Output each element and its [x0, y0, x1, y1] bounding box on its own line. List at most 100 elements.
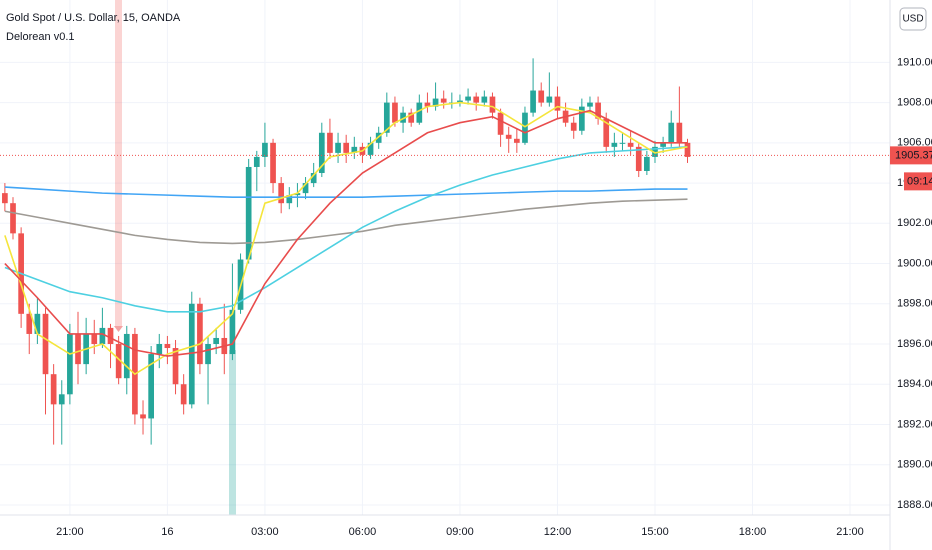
candle-body [668, 122, 675, 143]
moving-average-line [4, 101, 688, 376]
candle-body [188, 303, 195, 405]
candle-body [489, 96, 496, 113]
candle-body [2, 193, 8, 204]
axes: 1888.000 1890.000 1892.000 1894.000 1896.000… [56, 56, 932, 538]
y-tick-label: 1900.000 [897, 257, 932, 269]
moving-average-line [4, 146, 688, 313]
x-tick-label: 21:00 [56, 526, 84, 538]
currency-button[interactable] [899, 7, 927, 31]
y-tick-label: 1894.000 [897, 378, 932, 390]
candle-body [294, 193, 301, 196]
candle-body [148, 354, 154, 419]
signal-arrow [114, 326, 123, 332]
moving-average-line [4, 198, 688, 245]
candle-body [465, 96, 471, 101]
candle-body [408, 112, 415, 123]
y-tick-label: 1888.000 [897, 499, 932, 511]
candle-body [652, 146, 658, 157]
candle-body [245, 166, 252, 260]
candle-body [99, 327, 106, 345]
x-tick-label: 03:00 [251, 526, 279, 538]
candle-body [91, 333, 98, 345]
candle-body [172, 348, 179, 385]
x-tick-label: 09:00 [446, 526, 474, 538]
y-tick-label: 1910.000 [897, 56, 932, 68]
candle-body [67, 333, 73, 395]
candle-body [497, 112, 504, 135]
moving-average-line [4, 109, 688, 357]
candle-body [335, 142, 341, 153]
candle-body [424, 102, 431, 107]
candle-body [587, 102, 593, 107]
candle-body [270, 142, 276, 184]
x-tick-label: 18:00 [739, 526, 767, 538]
candle-body [213, 337, 220, 345]
candle-body [440, 98, 447, 103]
candle-body [538, 90, 545, 103]
last-price-label: 1905.377 [895, 149, 932, 161]
signal-band [229, 350, 236, 515]
candle-body [278, 183, 285, 204]
candle-body [351, 146, 358, 153]
candle-body [570, 122, 577, 131]
candle-body [26, 313, 33, 334]
candle-body [343, 142, 350, 153]
candle-body [253, 156, 260, 167]
candle-body [180, 384, 187, 405]
y-tick-label: 1896.000 [897, 338, 932, 350]
candle-body [123, 333, 130, 379]
candle-body [156, 344, 163, 355]
currency-label[interactable]: USD [902, 14, 923, 25]
candle-body [579, 106, 585, 131]
signal-band [115, 0, 122, 326]
y-tick-label: 1890.000 [897, 459, 932, 471]
candle-body [383, 102, 390, 133]
candle-body [42, 313, 49, 375]
candle-body [505, 134, 512, 139]
x-tick-label: 12:00 [544, 526, 572, 538]
candle-body [554, 96, 561, 111]
moving-average-line [4, 186, 688, 198]
candle-body [367, 142, 374, 155]
candle-body [513, 138, 520, 143]
candle-body [75, 333, 81, 365]
candle-body [197, 303, 203, 365]
candle-body [473, 96, 480, 103]
candle-body [58, 394, 65, 405]
candle-body [286, 195, 293, 204]
indicator-name: Delorean v0.1 [6, 31, 75, 43]
candle-body [684, 142, 691, 157]
candle-body [229, 309, 236, 355]
candle-body [481, 96, 488, 103]
candle-body [262, 142, 268, 157]
candle-body [595, 102, 601, 119]
x-tick-label: 16 [161, 526, 173, 538]
candle-body [302, 183, 309, 194]
candle-body [400, 112, 406, 123]
candle-body [676, 122, 683, 143]
candle-body [392, 102, 398, 123]
candle-body [627, 142, 634, 147]
countdown-tag [904, 172, 932, 191]
candle-body [635, 146, 642, 171]
candle-body [546, 96, 553, 103]
candle-body [644, 156, 650, 171]
candle-body [164, 344, 171, 349]
candle-body [457, 100, 463, 103]
candle-body [603, 118, 610, 147]
candle-body [530, 90, 536, 113]
y-tick-label: 1898.000 [897, 298, 932, 310]
candle-body [107, 327, 114, 345]
candle-body [522, 112, 528, 143]
x-tick-label: 15:00 [641, 526, 669, 538]
plot [0, 58, 890, 445]
x-tick-label: 21:00 [836, 526, 864, 538]
grid [0, 0, 890, 515]
candle-body [50, 374, 57, 405]
candle-body [432, 98, 439, 107]
candle-body [327, 132, 333, 153]
x-tick-label: 06:00 [349, 526, 377, 538]
countdown-label: 09:14 [907, 175, 932, 187]
candle-body [34, 313, 41, 334]
